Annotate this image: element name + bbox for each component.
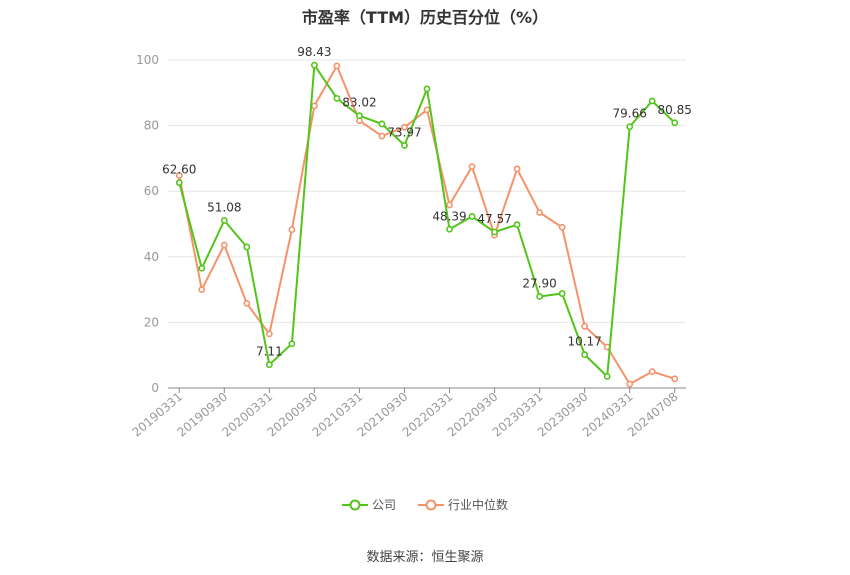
company-point [243,243,251,251]
grid-lines [168,59,686,323]
company-point [356,112,363,120]
company-point [581,351,589,359]
company-point [648,97,656,105]
industry-point [401,123,408,131]
data-label: 80.85 [658,103,692,117]
industry-point [446,201,453,209]
industry-point [558,223,566,231]
industry-point [536,209,544,216]
y-tick-label: 40 [144,250,159,264]
data-source: 数据来源：恒生聚源 [366,550,484,565]
company-point [491,228,498,236]
company-point [198,264,206,272]
series [175,61,679,388]
data-label: 48.39 [432,209,466,223]
company-point [603,373,611,380]
data-label: 79.66 [613,107,647,121]
data-label: 47.57 [477,212,511,226]
data-label: 83.02 [342,96,376,110]
company-point [536,293,544,300]
industry-point [198,286,206,293]
company-point [513,221,521,229]
legend-company-marker-icon [341,499,368,510]
legend-company-label: 公司 [371,498,396,512]
y-tick-label: 100 [136,53,159,67]
company-point [220,217,228,224]
y-tick-label: 60 [144,184,159,198]
industry-point [310,102,318,110]
industry-point [288,226,296,233]
industry-point [220,241,228,249]
industry-point [626,380,634,388]
company-point [468,213,476,220]
company-point [288,340,296,348]
data-label: 51.08 [207,200,241,214]
data-labels: 62.60 51.08 7.11 98.43 83.02 73.97 48.39 47.57 2… [162,45,692,359]
company-point [310,61,318,69]
legend-industry-marker-icon [418,499,444,510]
industry-point [423,106,431,114]
company-point [423,85,431,93]
y-tick-label: 20 [144,315,159,329]
industry-point [671,375,679,383]
industry-point [265,330,273,338]
industry-point [333,62,341,70]
legend-industry-label: 行业中位数 [448,498,509,512]
industry-point [581,322,589,330]
data-label: 62.60 [162,163,196,177]
industry-point [378,132,386,140]
data-label: 7.11 [256,345,283,359]
industry-point [175,172,183,179]
company-point [626,123,634,131]
data-label: 98.43 [297,45,331,59]
data-label: 27.90 [522,276,556,290]
company-point [378,120,386,128]
company-point [446,225,453,233]
y-tick-label: 80 [144,119,159,133]
company-point [401,141,408,149]
company-point [671,119,679,127]
chart-title: 市盈率（TTM）历史百分位（%） [301,8,549,27]
industry-point [513,165,521,173]
legend-item-company[interactable]: 公司 [341,496,396,513]
industry-point [648,368,656,375]
industry-point [243,299,251,307]
company-point [265,361,273,369]
company-point [175,179,183,187]
y-tick-label: 0 [151,381,159,395]
company-point [558,290,566,297]
industry-point [468,163,476,170]
data-label: 73.97 [387,125,421,139]
legend-item-industry[interactable]: 行业中位数 [418,496,508,513]
data-label: 10.17 [567,335,601,349]
legend: 公司 行业中位数 [0,496,850,513]
x-tick-label: 20240708 [625,390,681,440]
company-point [333,94,341,102]
